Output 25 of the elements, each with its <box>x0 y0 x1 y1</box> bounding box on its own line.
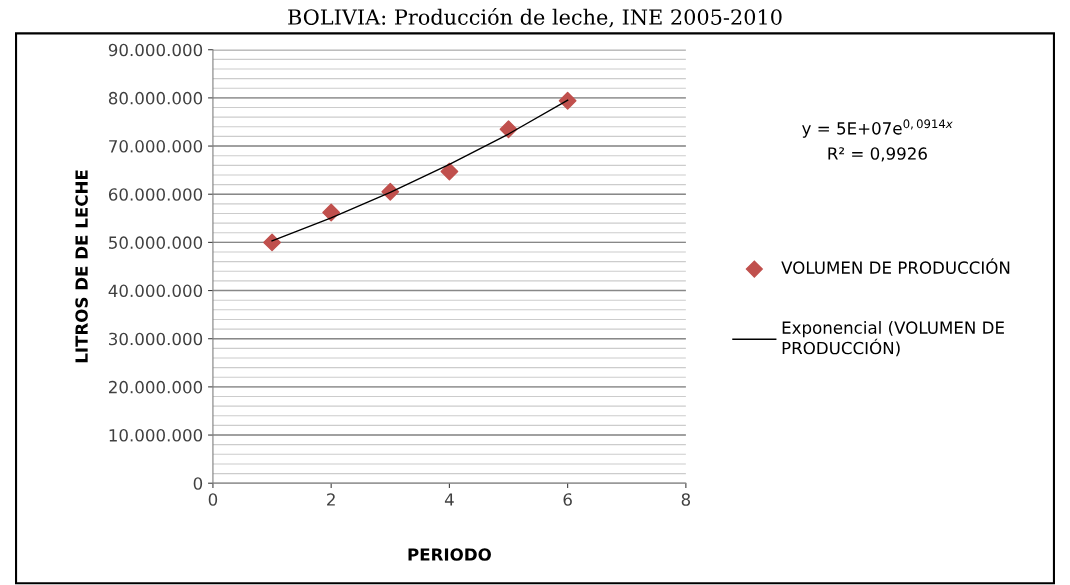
y-tick-label: 70.000.000 <box>109 140 203 153</box>
legend-label: Exponencial (VOLUMEN DE PRODUCCIÓN) <box>782 321 1004 357</box>
x-tick-label: 8 <box>681 493 691 506</box>
y-tick-label: 80.000.000 <box>108 91 203 105</box>
point <box>440 162 459 181</box>
x-tick-label: 4 <box>444 493 454 506</box>
y-tick-label: 50.000.000 <box>109 236 203 249</box>
legend-label: VOLUMEN DE PRODUCCIÓN <box>781 258 1010 274</box>
chart-title: BOLIVIA: Producción de leche, INE 2005-2010 <box>288 7 782 28</box>
point <box>263 233 281 252</box>
text: R² = 0,9926 <box>828 147 927 162</box>
y-tick-label: 0 <box>193 477 203 490</box>
y-tick-label: 30.000.000 <box>109 332 203 346</box>
x-axis-title: PERIODO <box>408 548 491 561</box>
y-tick-label: 40.000.000 <box>108 284 203 298</box>
y-axis-title: LITROS DE DE LECHE <box>75 170 88 363</box>
y-tick-label: 60.000.000 <box>108 188 203 201</box>
x-tick-label: 6 <box>563 493 572 506</box>
point <box>558 91 577 110</box>
x-tick-label: 2 <box>327 493 335 506</box>
y-tick-label: 10.000.000 <box>109 429 203 442</box>
y-tick-label: 90.000.000 <box>108 43 203 57</box>
x-tick-label: 0 <box>208 493 218 506</box>
text: y = 5E+07e$^{0,0914x}$ <box>802 119 953 138</box>
y-tick-label: 20.000.000 <box>109 380 203 394</box>
